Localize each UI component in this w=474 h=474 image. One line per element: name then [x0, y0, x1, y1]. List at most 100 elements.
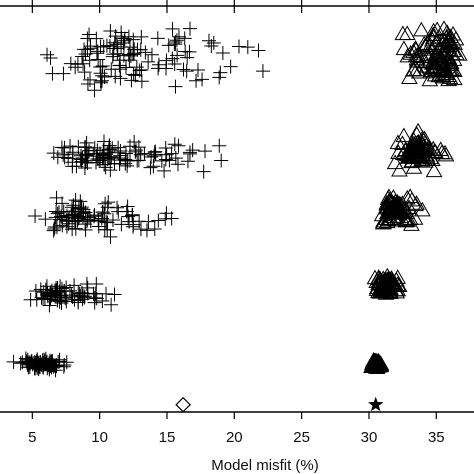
plus-point: [129, 60, 144, 75]
plus-point: [59, 294, 74, 309]
plus-point: [77, 42, 92, 57]
plus-point: [111, 140, 126, 155]
plus-point: [180, 50, 195, 65]
triangle-point: [425, 162, 443, 178]
plus-point: [146, 159, 161, 174]
plus-point: [68, 60, 83, 75]
plus-point: [87, 140, 102, 155]
plus-point: [114, 25, 129, 40]
plus-point: [78, 222, 93, 237]
x-axis-ticks: 5 10 15 20 25 30 35: [28, 0, 445, 446]
triangle-point: [414, 131, 432, 147]
plus-point: [105, 212, 120, 227]
plus-point: [144, 149, 159, 164]
plus-point: [162, 153, 177, 168]
x-axis-title: Model misfit (%): [211, 457, 319, 474]
plus-point: [33, 282, 48, 297]
plus-point: [128, 68, 143, 83]
plus-point: [125, 208, 140, 223]
plus-point: [66, 207, 81, 222]
plus-point: [196, 164, 211, 179]
plus-point: [47, 221, 62, 236]
triangle-point: [421, 37, 439, 52]
plus-point: [71, 139, 86, 154]
plus-point: [144, 47, 159, 62]
plus-point: [165, 21, 180, 36]
x-tick-label: 30: [361, 429, 378, 446]
plus-point: [133, 222, 148, 237]
plus-point: [79, 135, 94, 150]
plus-point: [112, 58, 127, 73]
plus-point: [133, 147, 148, 162]
plus-point: [94, 211, 109, 226]
plus-point: [167, 56, 182, 71]
plus-point: [167, 137, 182, 152]
plus-point: [151, 213, 166, 228]
plus-point: [50, 206, 65, 221]
plus-point: [39, 354, 54, 369]
plus-point: [77, 65, 92, 80]
plus-point: [198, 144, 213, 159]
plus-point: [65, 159, 80, 174]
plus-point: [104, 150, 119, 165]
plus-point: [40, 361, 55, 376]
plus-point: [157, 163, 172, 178]
triangle-point: [447, 30, 465, 46]
triangle-point: [382, 200, 400, 215]
triangle-point: [392, 196, 410, 212]
plus-point: [171, 29, 186, 44]
plus-point: [223, 59, 238, 74]
plus-point: [112, 153, 127, 168]
plus-point: [39, 279, 54, 294]
plus-point: [76, 202, 91, 217]
plus-point: [251, 43, 266, 58]
triangle-point: [412, 21, 430, 37]
plus-point: [89, 46, 104, 61]
plus-point: [27, 361, 42, 376]
plus-point: [90, 151, 105, 166]
plus-point: [83, 39, 98, 54]
plus-point: [204, 39, 219, 54]
triangle-point: [420, 51, 437, 66]
plus-point: [104, 297, 119, 312]
plus-point: [150, 31, 165, 46]
plus-point: [90, 44, 105, 59]
data-marks: [6, 20, 468, 413]
plus-point: [114, 39, 129, 54]
triangle-point: [401, 188, 419, 204]
plus-point: [212, 138, 227, 153]
triangle-point: [389, 276, 407, 291]
x-tick-label: 5: [28, 429, 36, 446]
triangle-point: [419, 141, 436, 156]
triangle-point: [391, 161, 408, 177]
plus-point: [147, 148, 162, 163]
plus-point: [161, 38, 176, 53]
plus-point: [137, 146, 152, 161]
plus-point: [46, 223, 61, 238]
plus-point: [159, 53, 174, 68]
plus-point: [80, 76, 95, 91]
plus-point: [36, 355, 51, 370]
plus-point: [47, 220, 62, 235]
plus-point: [99, 286, 114, 301]
plus-point: [147, 221, 162, 236]
plus-point: [55, 196, 70, 211]
triangle-point: [379, 190, 397, 205]
triangle-point: [434, 65, 452, 81]
plus-point: [89, 31, 104, 46]
triangle-point: [389, 269, 407, 284]
plus-point: [151, 57, 166, 72]
plus-point: [141, 214, 156, 229]
plus-point: [57, 140, 72, 155]
plus-point: [63, 139, 78, 154]
plus-point: [164, 146, 179, 161]
x-tick-label: 25: [293, 429, 310, 446]
plus-point: [49, 281, 64, 296]
plus-point: [195, 72, 210, 87]
plus-point: [107, 35, 122, 50]
triangle-point: [380, 281, 398, 297]
plus-point: [190, 62, 205, 77]
plus-point: [139, 223, 154, 238]
plus-point: [55, 218, 70, 233]
triangle-point: [407, 196, 424, 212]
